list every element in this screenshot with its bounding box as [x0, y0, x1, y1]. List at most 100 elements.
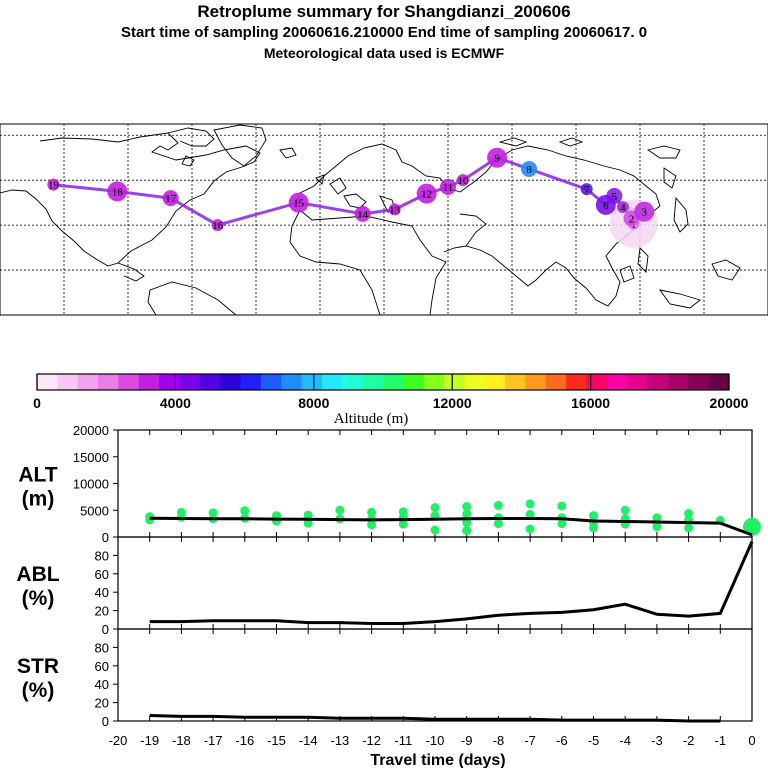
meteo-data-note: Meteorological data used is ECMWF: [263, 45, 505, 61]
plume-marker-label: 13: [389, 204, 401, 216]
colorbar-swatch: [240, 374, 262, 390]
alt-scatter-point: [367, 520, 377, 530]
alt-scatter-point: [743, 517, 761, 536]
alt-scatter-point: [589, 523, 598, 533]
map-gridlines: [0, 124, 768, 315]
colorbar-swatch: [342, 374, 364, 390]
colorbar-swatch: [545, 374, 567, 390]
colorbar-swatch: [37, 374, 58, 390]
y-tick-label: 5000: [80, 503, 109, 518]
y-tick-label: 10000: [73, 477, 109, 492]
plume-marker: [487, 147, 508, 168]
colorbar-swatch: [566, 374, 588, 390]
colorbar-swatch: [708, 374, 730, 390]
colorbar-swatch: [118, 374, 140, 390]
alt-scatter-point: [652, 513, 662, 523]
x-tick-label: -19: [140, 733, 159, 748]
x-tick-label: -2: [683, 733, 695, 748]
alt-scatter-point: [589, 511, 598, 521]
alt-scatter-point: [493, 500, 503, 510]
colorbar-swatch: [159, 374, 180, 390]
x-tick-label: -17: [204, 733, 223, 748]
x-tick-label: -3: [651, 733, 663, 748]
x-tick-label: -12: [362, 733, 381, 748]
x-axis-label: Travel time (days): [370, 752, 505, 768]
str-panel: 0 20 40 60 80 STR(%): [17, 628, 753, 729]
alt-scatter-point: [684, 523, 694, 533]
plume-marker: [440, 178, 456, 195]
chart-title: Retroplume summary for Shangdianzi_20060…: [197, 2, 571, 21]
colorbar-swatch: [98, 374, 119, 390]
x-tick-label: -15: [267, 733, 286, 748]
colorbar-swatch: [423, 374, 445, 390]
y-tick-label: 20: [95, 604, 109, 619]
coastlines: [0, 124, 741, 316]
alt-scatter-point: [367, 507, 377, 517]
abl-panel-line: [149, 540, 754, 625]
alt-scatter-point: [145, 515, 155, 525]
plume-marker: [595, 194, 616, 215]
str-panel-line: [149, 714, 721, 723]
plume-marker-label: 16: [212, 220, 224, 232]
colorbar-swatch: [57, 374, 79, 390]
plume-marker-label: 12: [421, 189, 432, 201]
colorbar-tick-label: 0: [33, 395, 41, 411]
alt-scatter-point: [557, 519, 567, 529]
colorbar-swatch: [199, 374, 221, 390]
alt-panel-line: [149, 516, 753, 537]
alt-panel: 0 5000 10000 15000 20000 ALT(m): [18, 423, 761, 545]
x-tick-label: -9: [461, 733, 473, 748]
x-tick-label: -18: [172, 733, 191, 748]
colorbar-swatch: [260, 374, 282, 390]
y-tick-label: 80: [95, 640, 109, 655]
colorbar-swatch: [403, 374, 425, 390]
x-tick-label: -10: [426, 733, 445, 748]
plume-marker: [388, 203, 401, 216]
colorbar-tick-label: 16000: [571, 395, 610, 411]
y-tick-label: 0: [102, 530, 109, 545]
y-tick-label: 40: [95, 585, 109, 600]
plume-marker-label: 15: [293, 198, 305, 210]
plume-marker-label: 14: [357, 209, 369, 221]
x-tick-label: -8: [493, 733, 505, 748]
alt-scatter-point: [525, 499, 535, 509]
colorbar-tick-label: 20000: [710, 395, 749, 411]
plume-marker-label: 18: [112, 186, 124, 198]
alt-scatter-point: [493, 519, 503, 529]
x-tick-label: -5: [588, 733, 600, 748]
plume-marker-label: 19: [48, 180, 60, 192]
x-tick-label: -16: [235, 733, 254, 748]
alt-scatter-point: [335, 505, 345, 515]
colorbar-swatch: [301, 374, 323, 390]
x-tick-label: -13: [331, 733, 350, 748]
alt-scatter-point: [430, 525, 440, 535]
alt-scatter-point: [620, 505, 630, 515]
alt-scatter-point: [240, 506, 250, 516]
plume-marker: [456, 174, 469, 187]
plume-marker: [211, 219, 224, 232]
colorbar-swatch: [606, 374, 628, 390]
plume-markers: 12345678910111213141516171819: [47, 147, 658, 248]
abl-panel-label: ABL: [16, 563, 59, 586]
y-tick-label: 0: [102, 714, 109, 729]
str-panel-unit: (%): [22, 679, 55, 702]
colorbar-swatch: [383, 374, 404, 390]
colorbar-swatch: [586, 374, 608, 390]
x-tick-label: -4: [619, 733, 631, 748]
plume-marker: [580, 183, 593, 196]
alt-panel-unit: (m): [22, 488, 55, 511]
alt-scatter-point: [684, 508, 694, 518]
plume-marker: [634, 201, 655, 222]
x-tick-label: -1: [715, 733, 727, 748]
y-tick-label: 40: [95, 677, 109, 692]
str-panel-frame: [117, 628, 753, 722]
plume-marker-label: 3: [642, 207, 648, 219]
colorbar-tick-label: 12000: [433, 395, 472, 411]
y-tick-label: 60: [95, 567, 109, 582]
alt-scatter-point: [462, 509, 472, 519]
alt-scatter-point: [525, 510, 535, 520]
alt-scatter-point: [462, 502, 472, 512]
x-tick-label: -20: [109, 733, 128, 748]
x-axis: -20 -19 -18 -17 -16 -15 -14 -13 -12 -11 -10 -9 -8 -7-…: [109, 733, 756, 748]
